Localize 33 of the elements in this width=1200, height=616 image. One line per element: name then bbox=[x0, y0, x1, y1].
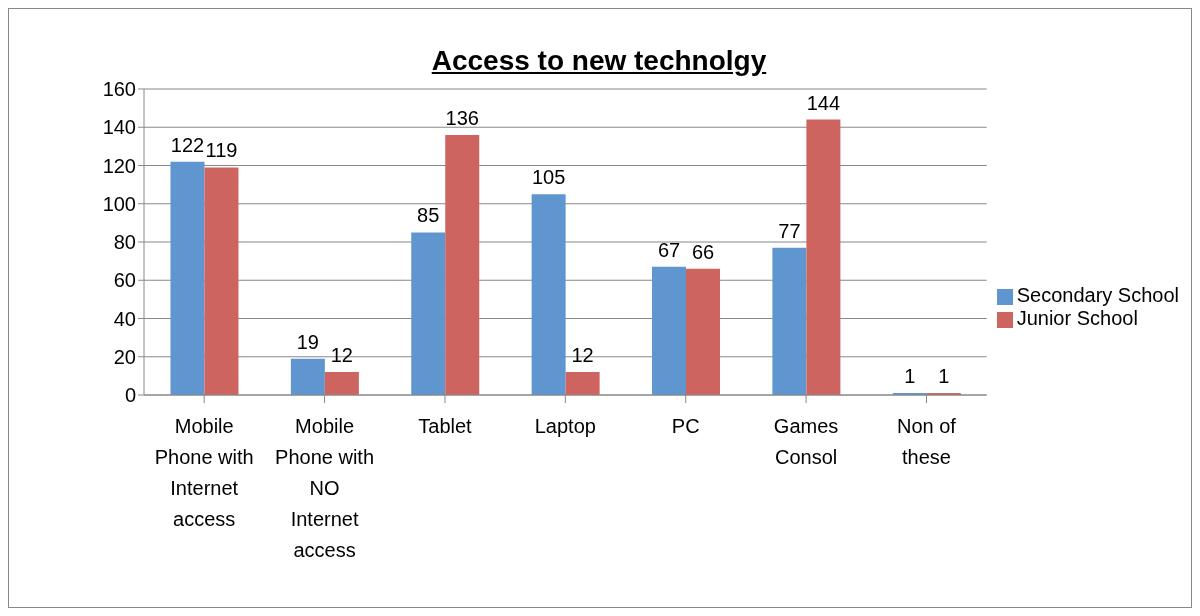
x-tick-label: Tablet bbox=[418, 415, 473, 437]
data-label: 77 bbox=[778, 219, 801, 242]
y-tick-label: 60 bbox=[113, 269, 136, 292]
legend-label: Junior School bbox=[1016, 307, 1138, 329]
y-tick-label: 100 bbox=[102, 192, 136, 215]
data-label: 12 bbox=[571, 344, 594, 367]
x-tick-label: PC bbox=[671, 415, 700, 437]
data-label: 85 bbox=[417, 204, 440, 227]
data-label: 136 bbox=[445, 106, 479, 129]
data-label: 12 bbox=[330, 344, 353, 367]
data-label: 144 bbox=[806, 91, 841, 114]
data-label: 122 bbox=[170, 133, 205, 156]
y-tick-label: 20 bbox=[113, 345, 136, 368]
data-label: 105 bbox=[531, 166, 566, 189]
y-tick-label: 160 bbox=[102, 78, 136, 101]
y-tick-label: 0 bbox=[124, 384, 136, 407]
data-label: 19 bbox=[296, 330, 319, 353]
data-label: 1 bbox=[938, 365, 950, 388]
data-label: 119 bbox=[205, 139, 238, 162]
x-tick-label: Games Consol bbox=[773, 415, 839, 468]
x-tick-label: Mobile Phone with NO Internet access bbox=[275, 415, 375, 561]
x-tick-label: Laptop bbox=[534, 415, 596, 437]
y-tick-label: 40 bbox=[113, 307, 136, 330]
y-tick-label: 80 bbox=[113, 231, 136, 254]
y-tick-label: 140 bbox=[102, 116, 136, 139]
x-tick-label: Mobile Phone with Internet access bbox=[154, 415, 254, 530]
legend-label: Secondary School bbox=[1016, 284, 1179, 306]
chart-title: Access to new technolgy bbox=[430, 45, 768, 77]
data-label: 67 bbox=[657, 238, 681, 261]
data-label: 66 bbox=[691, 240, 715, 263]
data-label: 1 bbox=[904, 365, 916, 388]
x-tick-label: Non of these bbox=[897, 415, 957, 468]
y-tick-label: 120 bbox=[102, 154, 136, 177]
